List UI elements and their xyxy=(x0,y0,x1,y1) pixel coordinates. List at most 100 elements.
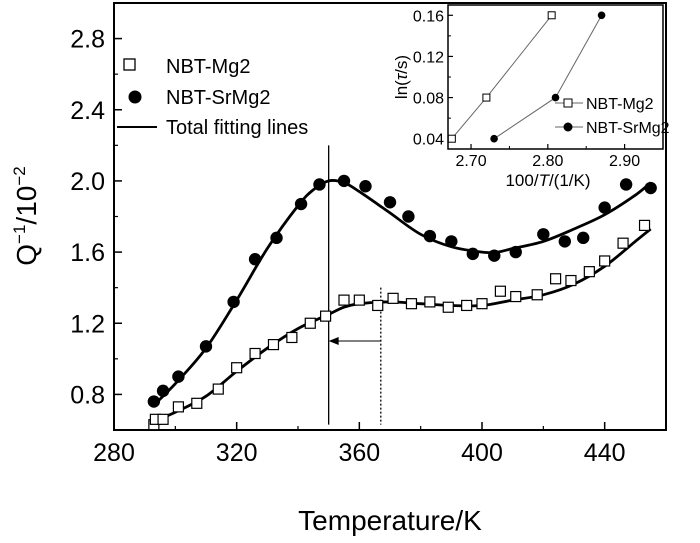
point-nbt-mg2 xyxy=(320,310,332,322)
legend-marker-nbt-srmg2 xyxy=(128,90,142,104)
x-axis-label: Temperature/K xyxy=(298,505,482,536)
point-nbt-srmg2 xyxy=(466,247,479,261)
inset-legend-marker-nbt-mg2 xyxy=(563,98,573,108)
x-tick-label: 280 xyxy=(93,439,135,467)
point-nbt-mg2 xyxy=(304,317,316,329)
inset-y-tick-label: 0.12 xyxy=(413,49,444,66)
x-tick-label: 440 xyxy=(584,439,626,467)
inset-legend-marker-nbt-srmg2 xyxy=(563,122,573,132)
inset-y-tick-label: 0.16 xyxy=(413,8,444,25)
point-nbt-mg2 xyxy=(286,331,298,344)
point-nbt-srmg2 xyxy=(577,231,590,245)
point-nbt-mg2 xyxy=(531,289,543,301)
inset-data-points xyxy=(447,11,606,143)
point-nbt-mg2 xyxy=(338,294,350,306)
point-nbt-mg2 xyxy=(583,266,595,278)
main-data-points xyxy=(147,174,657,431)
point-nbt-srmg2 xyxy=(488,249,501,262)
y-tick-label: 2.4 xyxy=(70,97,105,125)
point-nbt-srmg2 xyxy=(147,395,161,408)
point-nbt-mg2 xyxy=(494,285,506,297)
inset-background xyxy=(448,5,663,149)
legend-label-fit: Total fitting lines xyxy=(166,117,308,139)
point-nbt-mg2 xyxy=(442,301,454,313)
point-nbt-srmg2 xyxy=(598,201,611,214)
point-nbt-mg2 xyxy=(476,298,488,310)
y-tick-label: 1.2 xyxy=(70,310,105,338)
inset-y-tick-label: 0.08 xyxy=(413,91,444,108)
point-nbt-srmg2 xyxy=(313,178,326,191)
inset-legend-label-nbt-srmg2: NBT-SrMg2 xyxy=(586,120,670,137)
inset-point-nbt-mg2 xyxy=(447,134,456,143)
point-nbt-mg2 xyxy=(372,299,384,312)
point-nbt-srmg2 xyxy=(537,228,550,241)
point-nbt-srmg2 xyxy=(227,295,240,309)
point-nbt-mg2 xyxy=(424,296,436,308)
x-tick-label: 320 xyxy=(216,439,258,467)
inset-x-tick-label: 2.90 xyxy=(609,153,640,170)
point-nbt-srmg2 xyxy=(294,197,308,211)
y-axis-label: Q−1/10−2 xyxy=(10,166,42,266)
point-nbt-mg2 xyxy=(599,255,611,267)
main-legend: NBT-Mg2 NBT-SrMg2 Total fitting lines xyxy=(117,56,308,139)
point-nbt-mg2 xyxy=(249,347,261,360)
point-nbt-mg2 xyxy=(267,339,280,351)
point-nbt-srmg2 xyxy=(402,210,415,223)
point-nbt-srmg2 xyxy=(172,370,185,383)
point-nbt-srmg2 xyxy=(359,180,372,193)
point-nbt-srmg2 xyxy=(337,174,351,188)
point-nbt-mg2 xyxy=(212,383,224,395)
point-nbt-mg2 xyxy=(231,362,243,374)
point-nbt-mg2 xyxy=(157,413,169,425)
point-nbt-mg2 xyxy=(638,219,651,231)
fit-line-nbt-srmg2-fit xyxy=(152,179,652,407)
y-label-main: Q xyxy=(11,244,42,266)
inset-x-tick-label: 2.80 xyxy=(532,153,563,170)
point-nbt-srmg2 xyxy=(156,384,170,398)
main-x-ticks: 280 320 360 400 440 xyxy=(93,422,626,467)
inset-point-nbt-mg2 xyxy=(547,11,556,20)
inset-x-ticks: 2.70 2.80 2.90 xyxy=(455,144,664,170)
y-label-mid: /10 xyxy=(11,186,42,225)
point-nbt-srmg2 xyxy=(644,181,657,195)
legend-label-nbt-mg2: NBT-Mg2 xyxy=(166,56,250,78)
legend-label-nbt-srmg2: NBT-SrMg2 xyxy=(166,87,270,109)
point-nbt-srmg2 xyxy=(383,196,397,209)
point-nbt-srmg2 xyxy=(509,245,522,259)
point-nbt-srmg2 xyxy=(199,340,213,353)
inset-y-ticks: 0.04 0.08 0.12 0.16 xyxy=(413,8,453,149)
main-y-ticks: 0.8 1.2 1.6 2.0 2.4 2.8 xyxy=(70,26,122,431)
inset-chart: 2.70 2.80 2.90 0.04 0.08 0.12 0.16 100/T/(1/K… xyxy=(392,4,670,190)
point-nbt-mg2 xyxy=(191,397,203,409)
y-label-sup1: −1 xyxy=(10,225,29,244)
shift-arrow-head xyxy=(328,337,339,346)
main-annotations xyxy=(328,145,382,425)
y-tick-label: 2.8 xyxy=(70,26,105,54)
point-nbt-mg2 xyxy=(172,401,184,413)
inset-point-nbt-srmg2 xyxy=(597,11,606,20)
point-nbt-mg2 xyxy=(565,274,577,287)
inset-x-label: 100/T/(1/K) xyxy=(505,171,590,190)
legend-marker-nbt-mg2 xyxy=(123,58,136,71)
inset-point-nbt-mg2 xyxy=(482,93,491,102)
inset-legend-label-nbt-mg2: NBT-Mg2 xyxy=(586,96,654,113)
point-nbt-mg2 xyxy=(549,273,562,285)
point-nbt-srmg2 xyxy=(270,231,283,245)
y-tick-label: 0.8 xyxy=(70,381,105,409)
point-nbt-mg2 xyxy=(461,299,473,312)
point-nbt-mg2 xyxy=(510,290,522,303)
point-nbt-srmg2 xyxy=(558,235,571,248)
fit-line-nbt-mg2-fit xyxy=(153,227,652,423)
inset-x-tick-label: 2.70 xyxy=(455,153,486,170)
point-nbt-mg2 xyxy=(617,237,629,249)
y-label-sup2: −2 xyxy=(10,166,29,185)
point-nbt-srmg2 xyxy=(445,235,458,248)
x-tick-label: 400 xyxy=(461,439,503,467)
point-nbt-mg2 xyxy=(405,298,418,310)
point-nbt-srmg2 xyxy=(423,229,437,243)
point-nbt-srmg2 xyxy=(619,178,633,191)
y-tick-label: 1.6 xyxy=(70,239,105,267)
inset-point-nbt-srmg2 xyxy=(490,134,498,143)
